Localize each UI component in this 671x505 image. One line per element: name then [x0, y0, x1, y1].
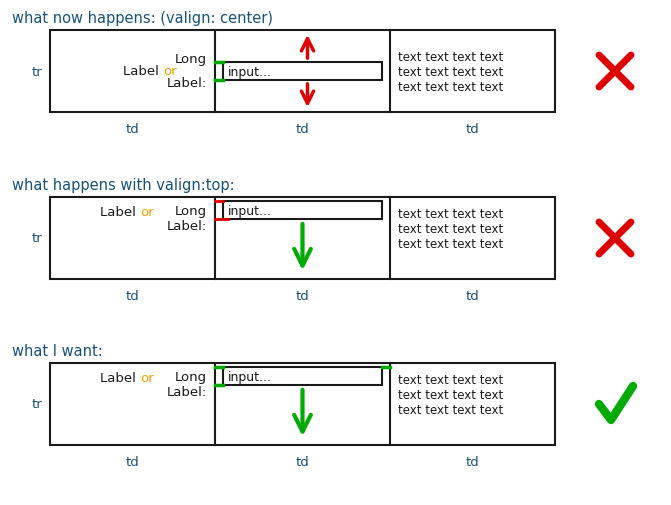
Text: Label:: Label: — [167, 76, 207, 89]
Text: td: td — [296, 289, 309, 302]
Text: td: td — [125, 289, 140, 302]
Text: tr: tr — [32, 398, 42, 411]
Text: Label: Label — [123, 64, 163, 77]
Text: Label: Label — [100, 371, 140, 384]
Text: Long: Long — [175, 205, 207, 218]
Text: tr: tr — [32, 65, 42, 78]
Text: text text text text: text text text text — [398, 65, 503, 78]
Bar — [50, 31, 555, 113]
Bar — [50, 197, 555, 279]
Text: text text text text: text text text text — [398, 237, 503, 250]
Text: text text text text: text text text text — [398, 373, 503, 386]
Text: or: or — [140, 371, 154, 384]
Text: Long: Long — [175, 371, 207, 384]
Bar — [50, 363, 555, 445]
Text: Label:: Label: — [167, 219, 207, 232]
Text: Long: Long — [175, 53, 207, 65]
Text: what I want:: what I want: — [12, 343, 103, 358]
Text: td: td — [125, 455, 140, 468]
Text: Label:: Label: — [167, 385, 207, 398]
Bar — [223, 367, 382, 385]
Text: td: td — [125, 123, 140, 136]
Text: td: td — [466, 123, 479, 136]
Text: text text text text: text text text text — [398, 223, 503, 235]
Text: text text text text: text text text text — [398, 50, 503, 63]
Bar — [223, 63, 382, 81]
Text: text text text text: text text text text — [398, 388, 503, 401]
Text: what happens with valign:top:: what happens with valign:top: — [12, 178, 235, 192]
Text: td: td — [466, 455, 479, 468]
Text: td: td — [466, 289, 479, 302]
Text: input...: input... — [228, 370, 272, 383]
Text: td: td — [296, 455, 309, 468]
Text: input...: input... — [228, 65, 272, 78]
Text: or: or — [140, 205, 154, 218]
Text: what now happens: (valign: center): what now happens: (valign: center) — [12, 11, 273, 26]
Text: td: td — [296, 123, 309, 136]
Text: text text text text: text text text text — [398, 208, 503, 221]
Text: text text text text: text text text text — [398, 80, 503, 93]
Text: or: or — [163, 64, 176, 77]
Bar — [223, 201, 382, 220]
Text: input...: input... — [228, 204, 272, 217]
Text: text text text text: text text text text — [398, 403, 503, 416]
Text: tr: tr — [32, 232, 42, 245]
Text: Label: Label — [100, 205, 140, 218]
